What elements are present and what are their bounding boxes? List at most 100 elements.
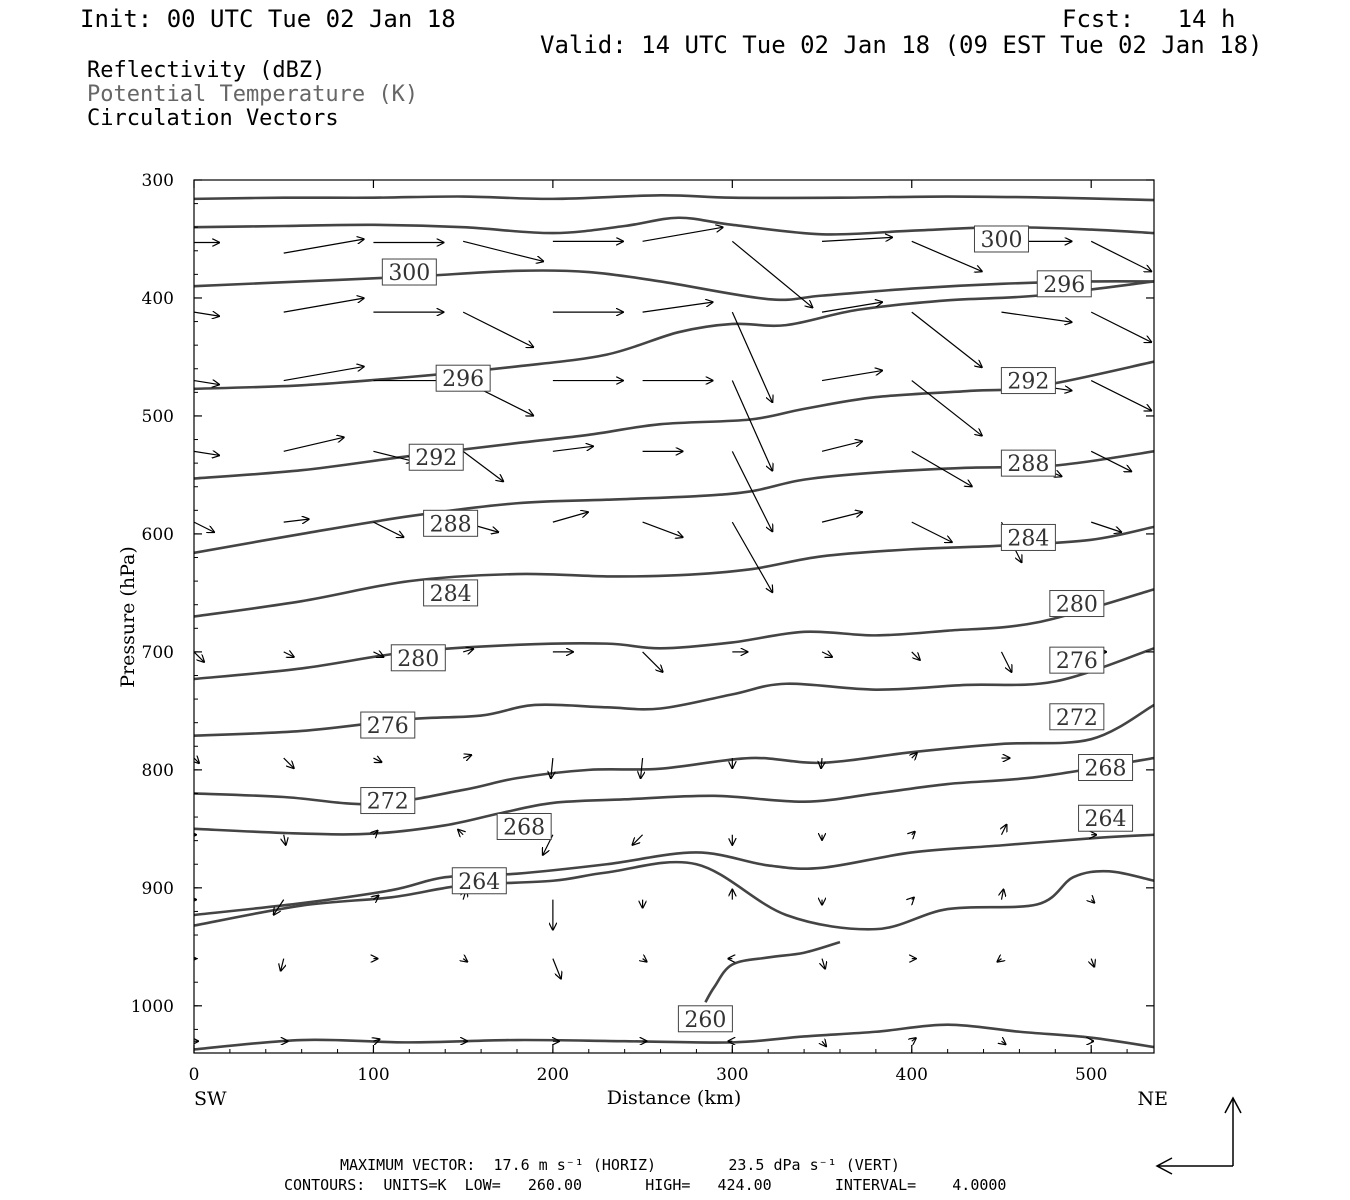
contour-info-note: CONTOURS: UNITS=K LOW= 260.00 HIGH= 424.… [284,1176,1007,1194]
x-tick-label: 0 [189,1065,200,1085]
circulation-vector [1091,900,1094,903]
circulation-vector [912,753,917,758]
circulation-vector [911,521,952,542]
circulation-vector [373,652,383,657]
contour-label: 280 [397,647,439,672]
y-axis-title: Pressure (hPa) [117,546,139,688]
circulation-vector [373,1039,379,1041]
circulation-vector [822,958,825,969]
contour-label-box [360,787,416,815]
circulation-vector [1001,825,1006,836]
max-vector-note: MAXIMUM VECTOR: 17.6 m s⁻¹ (HORIZ) 23.5 … [340,1156,900,1174]
x-tick-label: 300 [716,1065,748,1085]
circulation-vector [1000,651,1011,672]
circulation-vector [194,651,204,662]
legend-potential-temperature: Potential Temperature (K) [87,82,419,107]
circulation-vector [911,380,982,436]
circulation-vector [1090,240,1151,271]
contour-label-box [1049,703,1105,731]
circulation-vector [642,521,683,537]
x-tick-label: 400 [896,1065,928,1085]
circulation-vector [821,758,822,768]
theta-contour-268 [194,756,1154,836]
contour-label: 300 [388,261,430,286]
circulation-vector [462,450,503,481]
init-time-label: Init: 00 UTC Tue 02 Jan 18 [80,5,456,33]
contour-label-box [1000,367,1056,395]
y-tick-label: 600 [142,525,174,545]
circulation-vector [462,649,473,652]
theta-contour-296 [194,280,1154,391]
circulation-vector [551,758,553,778]
circulation-vector [731,240,812,307]
y-tick-label: 700 [142,643,174,663]
circulation-vector [911,450,972,486]
theta-contour-262 [194,860,1154,931]
circulation-vector [821,512,862,523]
circulation-vector [462,755,471,758]
circulation-vector [821,652,832,657]
circulation-vector [552,446,593,452]
circulation-vector [194,758,199,763]
theta-contour-264 [194,833,1154,917]
circulation-vector [1090,380,1151,411]
circulation-vector [284,834,286,845]
circulation-vector [821,371,882,382]
circulation-vector [642,651,663,672]
contour-label-box [677,1005,733,1033]
contour-label: 292 [415,446,457,471]
contour-label-box [1049,646,1105,674]
circulation-vector [274,899,285,915]
circulation-vector [1091,958,1094,967]
theta-contour-272 [194,703,1154,806]
circulation-vector [641,758,643,778]
contour-label: 296 [442,367,484,392]
x-axis-title: Distance (km) [607,1087,742,1109]
contour-label-box [1049,590,1105,618]
circulation-vector [911,651,920,660]
circulation-vector [822,1041,826,1046]
circulation-vector [821,302,882,313]
contour-label: 280 [1056,593,1098,618]
theta-contour-280 [194,588,1154,681]
x-left-end-label: SW [194,1088,227,1110]
circulation-vector [633,834,644,845]
circulation-vector [463,959,467,962]
contour-label-box [423,579,479,607]
circulation-vector [194,451,219,455]
circulation-vector [1001,311,1071,322]
contour-label: 264 [1085,807,1127,832]
y-tick-label: 800 [142,761,174,781]
y-tick-label: 300 [142,171,174,191]
contour-label: 288 [430,512,472,537]
circulation-vector [463,240,543,261]
theta-contour-288 [194,450,1154,555]
circulation-vector [281,958,284,971]
circulation-vector [912,898,914,900]
contour-label: 276 [367,714,409,739]
circulation-vector [373,831,377,835]
contour-label: 260 [684,1008,726,1033]
circulation-vector [283,298,364,313]
circulation-vector [1001,1041,1005,1044]
x-tick-label: 200 [537,1065,569,1085]
plot-frame [193,179,1155,1054]
circulation-vector [731,311,772,402]
y-tick-label: 400 [142,289,174,309]
circulation-vector [283,437,344,452]
contour-label: 276 [1056,649,1098,674]
circulation-vector [912,832,915,835]
contour-label-box [435,364,491,392]
circulation-vector [552,512,588,523]
theta-contour-304 [194,194,1154,202]
x-tick-label: 500 [1075,1065,1107,1085]
x-right-end-label: NE [1138,1088,1169,1110]
circulation-vector [643,959,647,962]
circulation-vector [997,959,1001,962]
circulation-vector [642,227,723,242]
circulation-vector [642,302,713,313]
circulation-vector [194,312,219,316]
circulation-vector [194,381,219,385]
contour-label-box [973,225,1029,253]
y-tick-label: 900 [142,879,174,899]
